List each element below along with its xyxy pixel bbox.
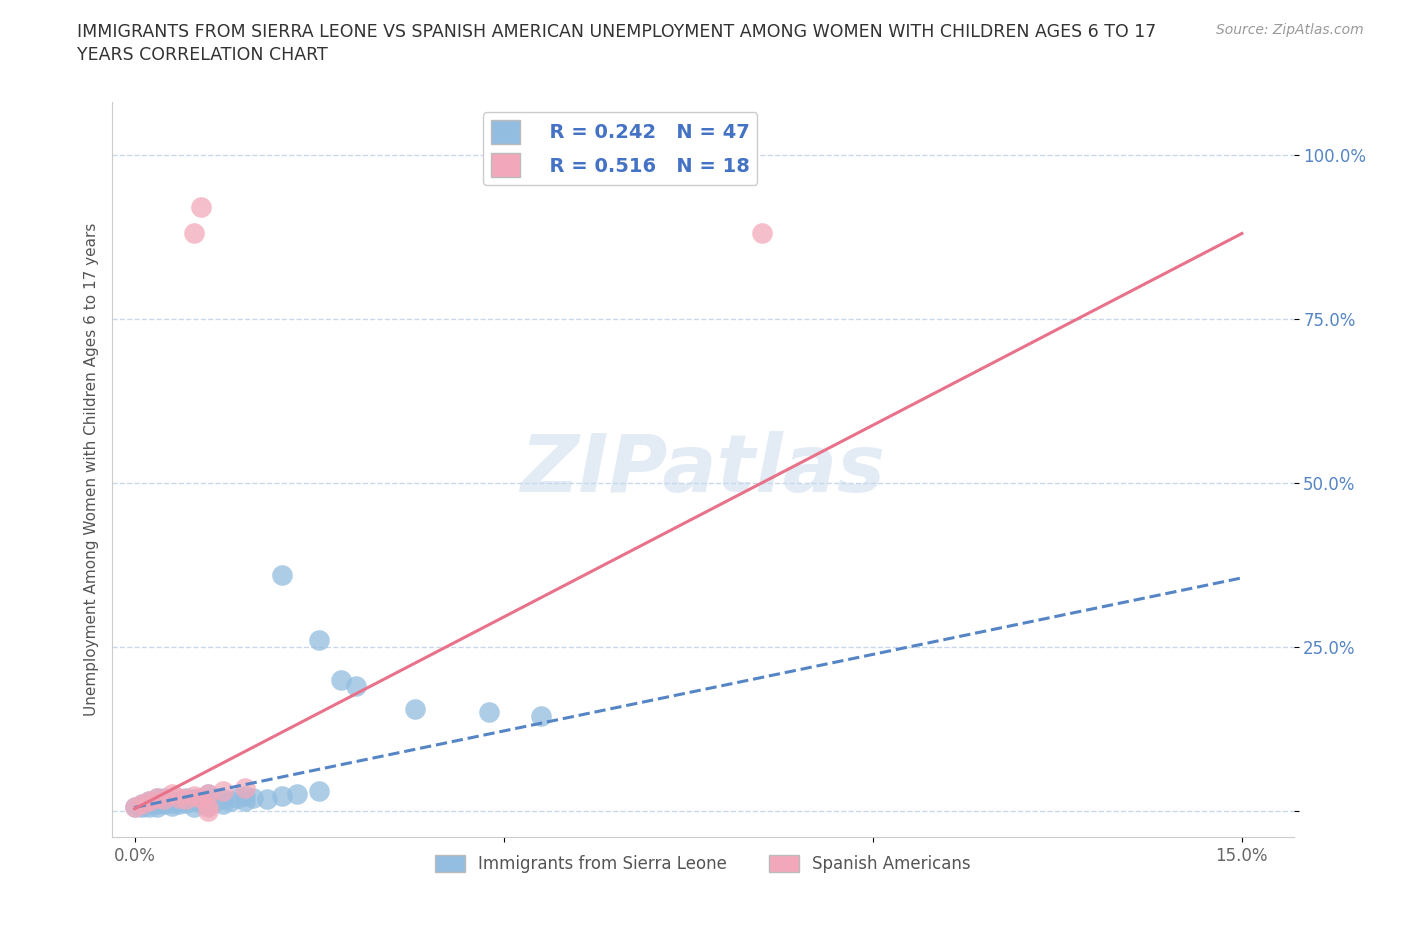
Text: YEARS CORRELATION CHART: YEARS CORRELATION CHART <box>77 46 328 64</box>
Point <box>146 797 169 812</box>
Point <box>138 800 160 815</box>
Text: ZIPatlas: ZIPatlas <box>520 431 886 509</box>
Point <box>183 791 205 806</box>
Point <box>153 793 176 808</box>
Point <box>197 804 219 818</box>
Point <box>174 791 197 806</box>
Point <box>256 791 278 806</box>
Point <box>190 790 212 805</box>
Point <box>308 632 330 647</box>
Point <box>153 791 176 806</box>
Point <box>131 798 153 813</box>
Point <box>174 795 197 810</box>
Point <box>183 793 205 808</box>
Point <box>285 787 308 802</box>
Point <box>160 798 183 813</box>
Text: IMMIGRANTS FROM SIERRA LEONE VS SPANISH AMERICAN UNEMPLOYMENT AMONG WOMEN WITH C: IMMIGRANTS FROM SIERRA LEONE VS SPANISH … <box>77 23 1157 41</box>
Point <box>174 790 197 805</box>
Point <box>226 790 249 805</box>
Point <box>131 800 153 815</box>
Point <box>124 800 146 815</box>
Point <box>183 226 205 241</box>
Point <box>167 797 190 812</box>
Point <box>233 780 257 795</box>
Point <box>478 705 501 720</box>
Point <box>131 797 153 812</box>
Point <box>190 795 212 810</box>
Point <box>271 789 294 804</box>
Point <box>160 787 183 802</box>
Point <box>308 784 330 799</box>
Point <box>153 790 176 805</box>
Point <box>190 790 212 805</box>
Point <box>212 784 235 799</box>
Point <box>138 793 160 808</box>
Y-axis label: Unemployment Among Women with Children Ages 6 to 17 years: Unemployment Among Women with Children A… <box>83 223 98 716</box>
Point <box>153 797 176 812</box>
Legend: Immigrants from Sierra Leone, Spanish Americans: Immigrants from Sierra Leone, Spanish Am… <box>429 848 977 880</box>
Point <box>190 200 212 215</box>
Text: Source: ZipAtlas.com: Source: ZipAtlas.com <box>1216 23 1364 37</box>
Point <box>197 798 219 813</box>
Point <box>146 790 169 805</box>
Point <box>219 793 242 808</box>
Point <box>197 787 219 802</box>
Point <box>404 701 426 716</box>
Point <box>131 797 153 812</box>
Point <box>183 800 205 815</box>
Point <box>242 790 264 805</box>
Point <box>124 800 146 815</box>
Point <box>183 789 205 804</box>
Point <box>212 791 235 806</box>
Point <box>160 795 183 810</box>
Point <box>233 789 257 804</box>
Point <box>167 790 190 805</box>
Point <box>197 791 219 806</box>
Point <box>146 790 169 805</box>
Point <box>212 797 235 812</box>
Point <box>233 793 257 808</box>
Point <box>271 567 294 582</box>
Point <box>160 793 183 808</box>
Point <box>138 793 160 808</box>
Point <box>205 793 228 808</box>
Point <box>751 226 773 241</box>
Point <box>330 672 353 687</box>
Point <box>138 795 160 810</box>
Point <box>344 679 367 694</box>
Point <box>197 787 219 802</box>
Point <box>197 800 219 815</box>
Point <box>529 709 551 724</box>
Point <box>167 793 190 808</box>
Point <box>146 800 169 815</box>
